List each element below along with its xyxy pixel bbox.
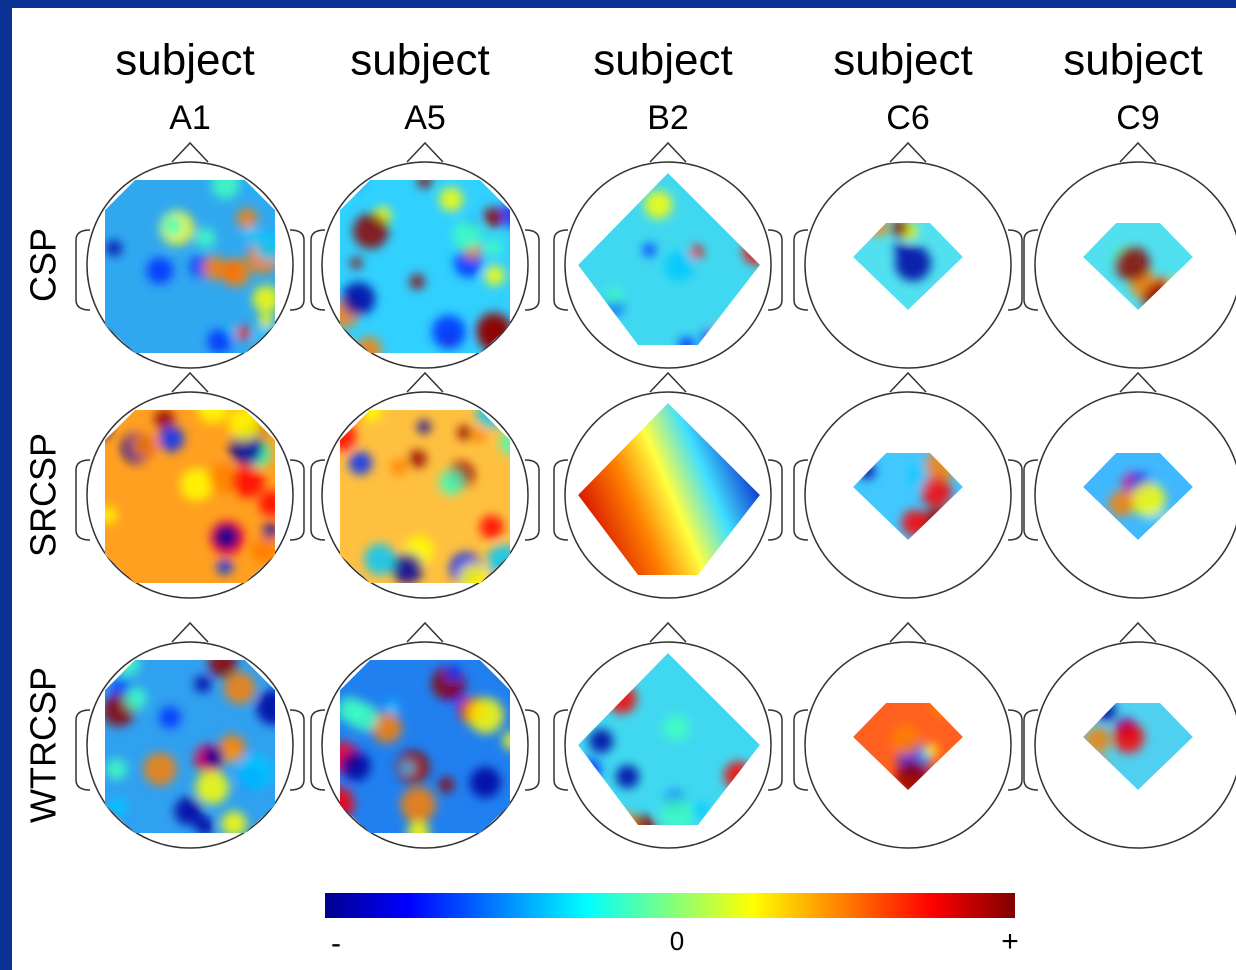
blob (159, 707, 181, 729)
blob (341, 751, 371, 781)
blob (643, 243, 656, 256)
blob (616, 765, 639, 788)
column-label: B2 (647, 99, 689, 137)
blob (259, 313, 274, 328)
map (91, 170, 284, 353)
column-title: subject (593, 36, 732, 85)
blob (202, 256, 226, 280)
blob (349, 451, 373, 475)
blob (132, 432, 159, 459)
blob (222, 258, 250, 286)
blob (417, 420, 431, 434)
blob (484, 265, 504, 285)
blob (894, 242, 906, 254)
blob (468, 698, 504, 734)
blob (644, 191, 672, 219)
blob (473, 429, 487, 443)
blob (232, 465, 265, 498)
blob (485, 238, 503, 256)
blob (236, 326, 251, 341)
figure: - 0 + subject A1 subject A5 subject B2 subject… (0, 0, 1236, 970)
blob (194, 676, 211, 693)
blob (663, 715, 689, 741)
blob (252, 543, 272, 563)
topoplots (76, 143, 1236, 848)
blob (390, 459, 407, 476)
blob (1109, 491, 1135, 517)
blob (432, 315, 466, 349)
blob (385, 700, 399, 714)
colorbar-label: + (1001, 925, 1019, 958)
blob (163, 216, 184, 237)
blob (350, 257, 362, 269)
blob (213, 524, 239, 550)
blob (392, 553, 423, 584)
page: - 0 + subject A1 subject A5 subject B2 subject… (0, 0, 1236, 970)
blob (364, 544, 396, 576)
column-title: subject (833, 36, 972, 85)
blob (1115, 246, 1150, 281)
blob (106, 240, 122, 256)
blob (439, 187, 463, 211)
blob (180, 468, 213, 501)
blob (480, 515, 504, 539)
blob (664, 251, 694, 281)
blob (1131, 482, 1166, 517)
colorbar-label: 0 (670, 926, 684, 956)
blob (401, 761, 414, 774)
blob (483, 207, 504, 228)
blob (221, 811, 247, 837)
blob (353, 213, 389, 249)
blob (925, 744, 938, 757)
colorbar (325, 893, 1015, 918)
row-label: SRCSP (23, 433, 64, 557)
blob (146, 257, 173, 284)
column-label: C9 (1116, 99, 1159, 137)
blob (158, 426, 184, 452)
blob (690, 245, 704, 259)
blob (196, 228, 216, 248)
column-label: C6 (886, 99, 929, 137)
blob (605, 288, 623, 306)
blob (349, 703, 378, 732)
blob (144, 753, 177, 786)
column-title: subject (115, 36, 254, 85)
column-title: subject (1063, 36, 1202, 85)
blob (661, 797, 693, 829)
blob (446, 665, 462, 681)
blob (124, 687, 147, 710)
blob (195, 817, 214, 836)
column-label: A1 (169, 99, 211, 137)
blob (202, 746, 225, 769)
blob (238, 755, 273, 790)
blob (470, 767, 501, 798)
blob (224, 673, 255, 704)
colorbar-label: - (331, 927, 341, 960)
blob (891, 725, 921, 755)
blob (342, 282, 375, 315)
column-label: A5 (404, 99, 446, 137)
blob (409, 450, 427, 468)
blob (453, 221, 482, 250)
blob (106, 758, 128, 780)
blob (400, 787, 436, 823)
column-title: subject (350, 36, 489, 85)
blob (217, 559, 233, 575)
blob (237, 208, 258, 229)
row-label: CSP (23, 228, 64, 302)
row-label: WTRCSP (23, 667, 64, 823)
blob (457, 425, 472, 440)
blob (410, 274, 425, 289)
blob (1113, 722, 1144, 753)
blob (196, 771, 229, 804)
blob (438, 777, 454, 793)
blob (207, 329, 231, 353)
blob (439, 470, 464, 495)
blob (589, 729, 613, 753)
